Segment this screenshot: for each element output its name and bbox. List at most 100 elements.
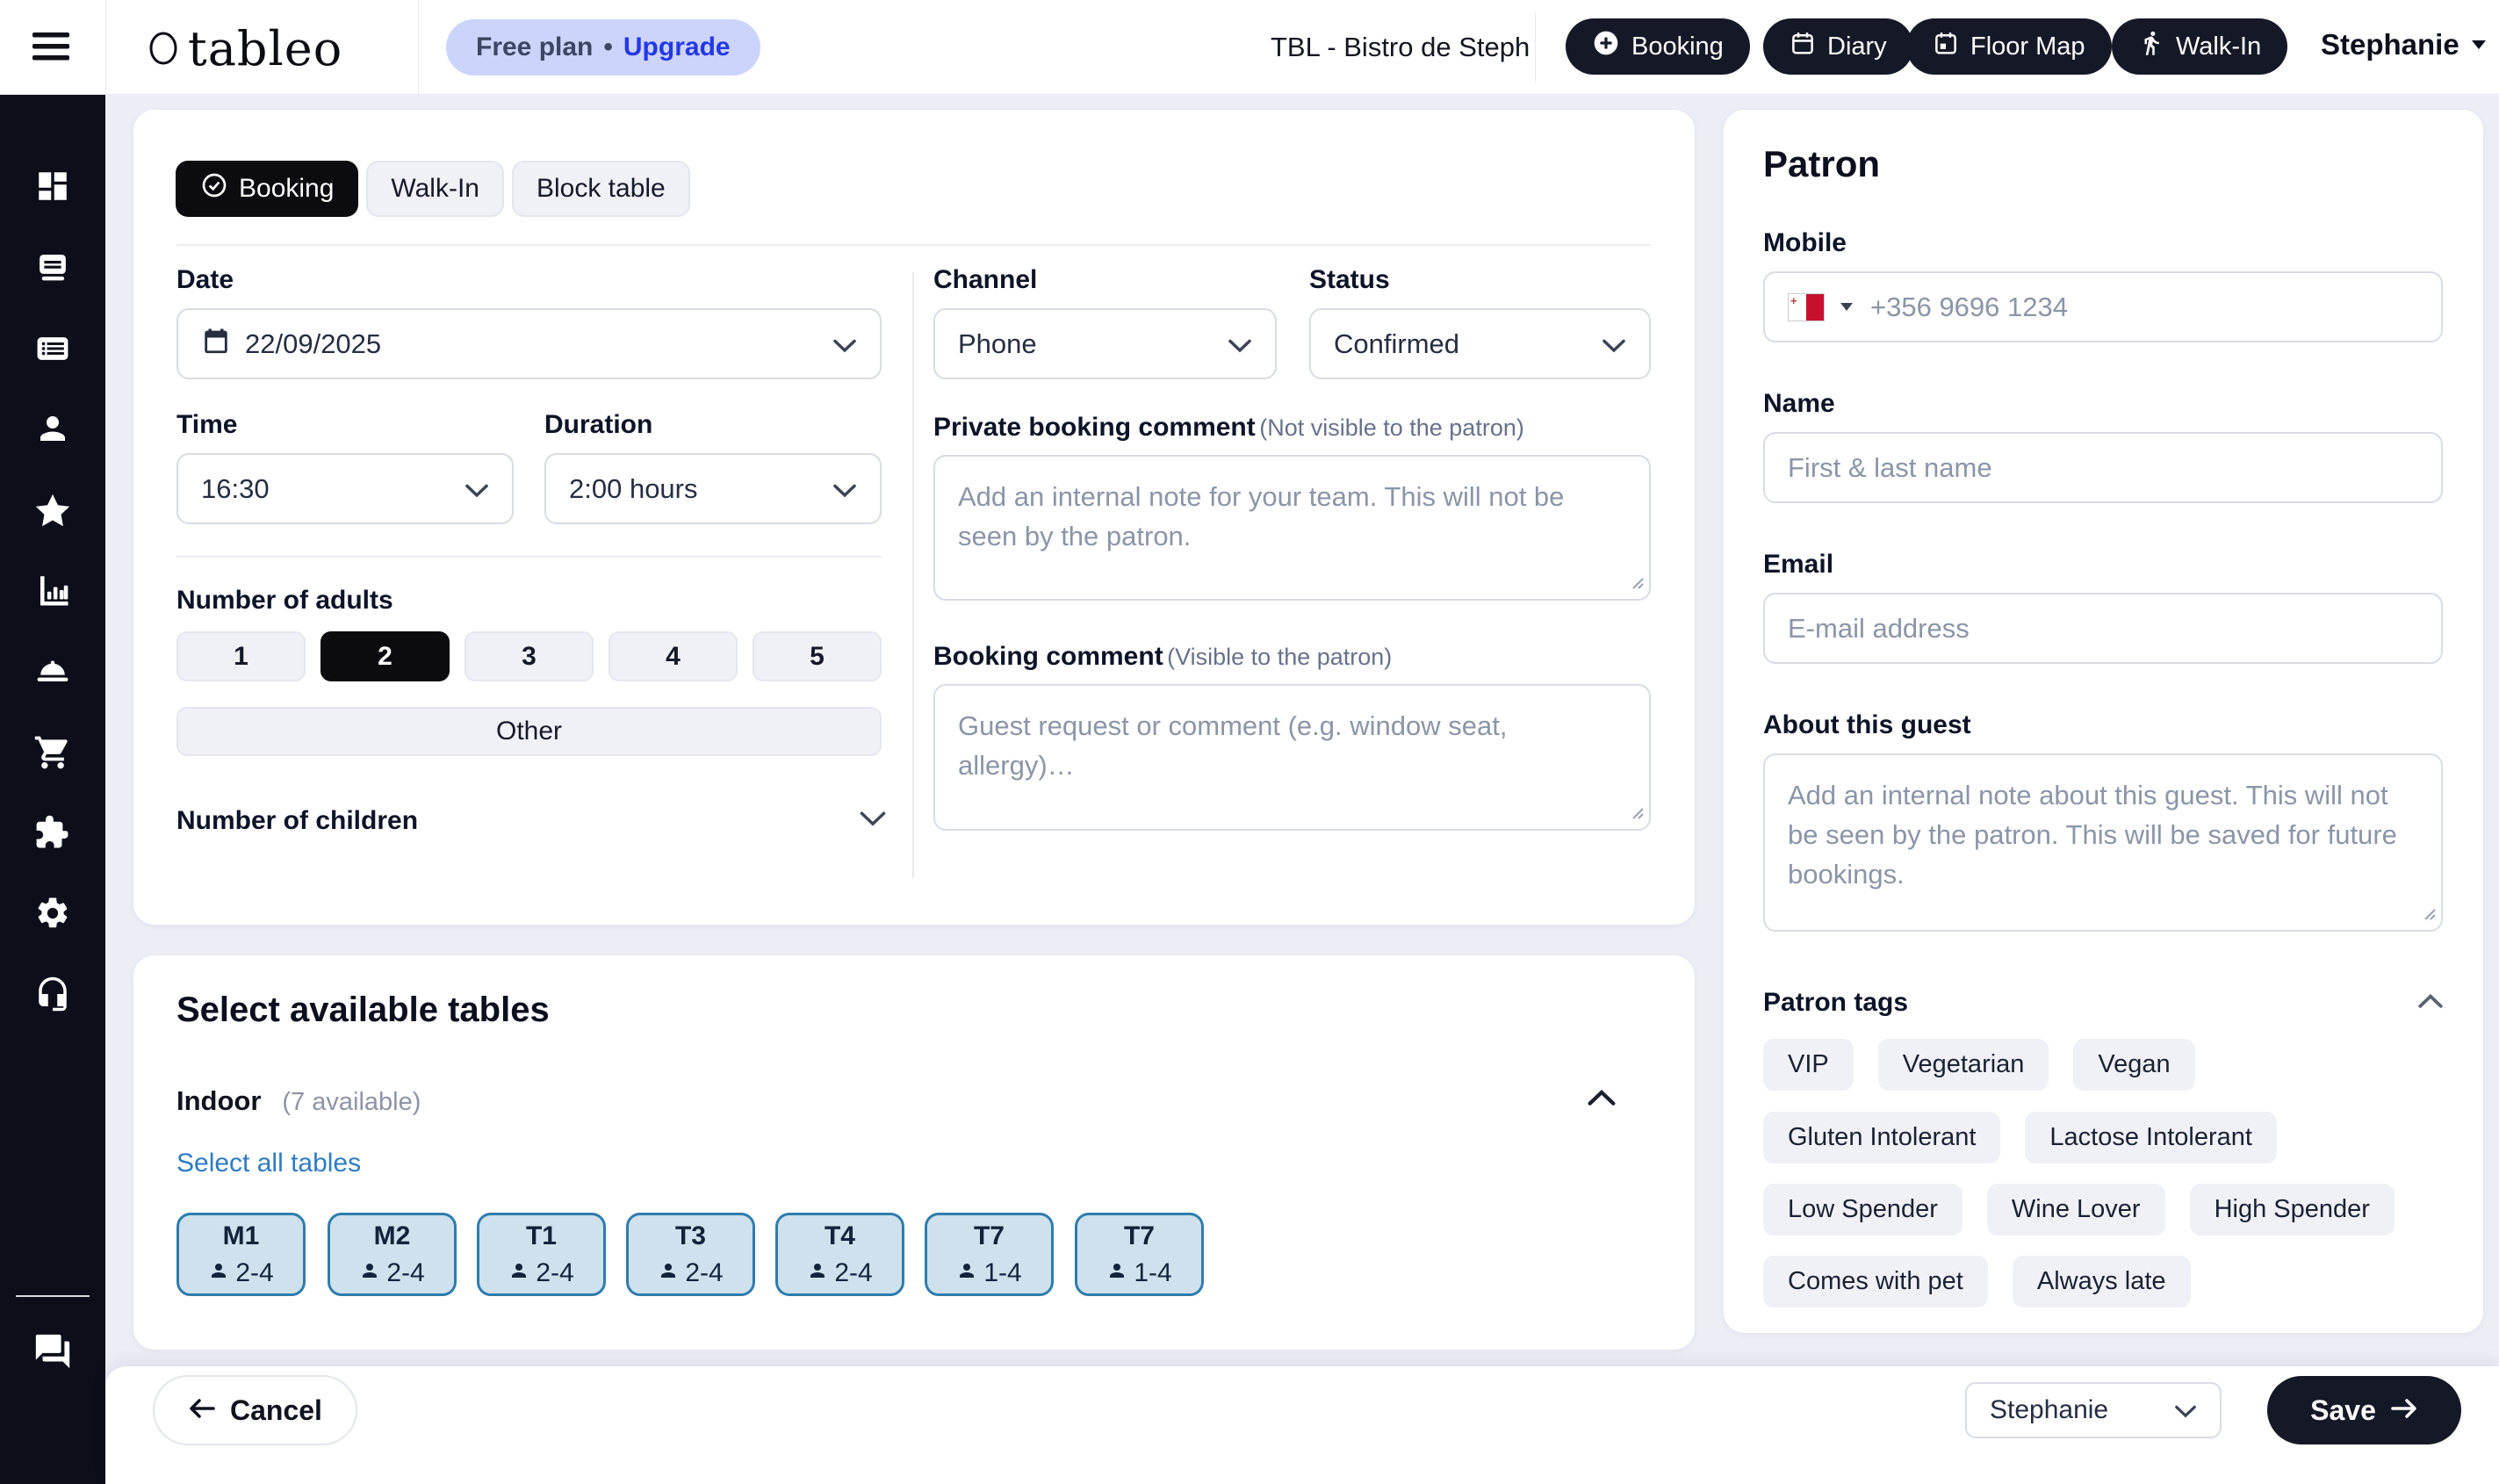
support-headset-icon[interactable] (34, 976, 71, 1017)
table-chip[interactable]: M2 2-4 (328, 1213, 457, 1296)
select-all-tables-link[interactable]: Select all tables (176, 1149, 362, 1178)
section-availability: (7 available) (282, 1088, 421, 1116)
booking-comment-textarea[interactable] (933, 684, 1651, 831)
private-comment-textarea[interactable] (933, 455, 1651, 601)
cancel-button[interactable]: Cancel (153, 1375, 357, 1445)
adults-options: 1 2 3 4 5 (133, 631, 1695, 681)
channel-select[interactable]: Phone (933, 308, 1277, 379)
patron-tag[interactable]: Low Spender (1763, 1184, 1962, 1235)
upgrade-link[interactable]: Upgrade (623, 32, 731, 61)
patron-tag[interactable]: High Spender (2189, 1184, 2395, 1235)
nav-floor-map-label: Floor Map (1970, 32, 2085, 61)
channel-label: Channel (933, 265, 1038, 294)
tab-walk-in-label: Walk-In (391, 174, 479, 203)
service-cloche-icon[interactable] (33, 652, 72, 695)
private-comment-hint: (Not visible to the patron) (1259, 414, 1524, 441)
children-expand-chevron-icon[interactable] (859, 810, 887, 832)
tab-walk-in[interactable]: Walk-In (366, 161, 504, 217)
table-chip[interactable]: T3 2-4 (626, 1213, 755, 1296)
user-menu[interactable]: Stephanie (2321, 28, 2486, 61)
mobile-input[interactable] (1869, 290, 2418, 324)
tab-block-table[interactable]: Block table (511, 161, 690, 217)
name-input[interactable] (1763, 432, 2443, 503)
tab-booking-label: Booking (239, 174, 335, 203)
tables-title: Select available tables (176, 991, 550, 1029)
table-capacity: 2-4 (536, 1257, 574, 1287)
table-capacity: 2-4 (386, 1257, 425, 1287)
host-select[interactable]: Stephanie (1965, 1382, 2222, 1438)
patron-tag[interactable]: Wine Lover (1986, 1184, 2165, 1235)
adults-option-5[interactable]: 5 (753, 631, 882, 681)
adults-option-4[interactable]: 4 (609, 631, 738, 681)
adults-option-4-label: 4 (666, 641, 681, 671)
resize-handle-icon[interactable] (1630, 575, 1644, 594)
patron-tag[interactable]: Comes with pet (1763, 1256, 1988, 1308)
chevron-down-icon (1228, 328, 1252, 360)
nav-walk-in-button[interactable]: Walk-In (2112, 18, 2288, 75)
table-chip[interactable]: T4 2-4 (775, 1213, 904, 1296)
shop-cart-icon[interactable] (33, 733, 72, 776)
nav-diary-button[interactable]: Diary (1763, 18, 1913, 75)
person-icon (359, 1258, 380, 1288)
adults-option-3[interactable]: 3 (465, 631, 594, 681)
app-logo[interactable]: tableo (148, 21, 342, 76)
status-select[interactable]: Confirmed (1309, 308, 1651, 379)
menu-list-icon[interactable] (33, 329, 72, 372)
person-icon (807, 1258, 828, 1288)
tags-collapse-chevron-icon[interactable] (2417, 993, 2444, 1013)
save-button[interactable]: Save (2267, 1376, 2461, 1444)
topbar: tableo Free plan • Upgrade TBL - Bistro … (0, 0, 2499, 95)
date-select[interactable]: 22/09/2025 (176, 308, 882, 379)
table-chip[interactable]: M1 2-4 (176, 1213, 306, 1296)
nav-floor-map-button[interactable]: Floor Map (1906, 18, 2112, 75)
sidebar (0, 0, 105, 1484)
patron-tag[interactable]: Vegetarian (1877, 1039, 2049, 1091)
table-name: T7 (973, 1221, 1005, 1250)
about-guest-textarea[interactable] (1763, 753, 2443, 932)
plan-badge[interactable]: Free plan • Upgrade (446, 19, 760, 76)
topbar-divider-logo (418, 0, 419, 94)
tables-section-header[interactable]: Indoor (7 available) (176, 1085, 421, 1117)
adults-other-label: Other (495, 717, 563, 746)
section-collapse-chevron-icon[interactable] (1587, 1089, 1617, 1111)
booking-type-tabs: Booking Walk-In Block table (176, 161, 690, 217)
patron-tag[interactable]: Lactose Intolerant (2025, 1112, 2277, 1163)
tab-booking[interactable]: Booking (176, 161, 359, 217)
chat-icon[interactable] (32, 1331, 73, 1376)
channel-value: Phone (958, 328, 1037, 359)
adults-option-2-label: 2 (378, 641, 392, 671)
patron-tag[interactable]: VIP (1763, 1039, 1854, 1091)
table-chip[interactable]: T1 2-4 (477, 1213, 606, 1296)
nav-walk-in-label: Walk-In (2176, 32, 2262, 61)
time-select[interactable]: 16:30 (176, 453, 514, 524)
hamburger-menu-icon[interactable] (32, 32, 69, 65)
person-icon (956, 1258, 977, 1288)
settings-gear-icon[interactable] (34, 895, 71, 936)
patron-tag[interactable]: Vegan (2073, 1039, 2195, 1091)
adults-option-2-selected[interactable]: 2 (320, 631, 450, 681)
resize-handle-icon[interactable] (1630, 805, 1644, 824)
table-name: T1 (525, 1221, 557, 1250)
adults-label: Number of adults (176, 586, 393, 615)
duration-select[interactable]: 2:00 hours (544, 453, 882, 524)
dashboard-icon[interactable] (34, 168, 71, 209)
guests-icon[interactable] (34, 410, 71, 451)
integrations-puzzle-icon[interactable] (34, 814, 71, 855)
reviews-star-icon[interactable] (32, 491, 73, 536)
calendar-icon (1790, 30, 1816, 63)
adults-option-1[interactable]: 1 (176, 631, 306, 681)
table-name: T7 (1123, 1221, 1155, 1250)
footer-bar: Cancel Stephanie Save (105, 1366, 2499, 1484)
table-chip[interactable]: T7 1-4 (925, 1213, 1054, 1296)
nav-booking-button[interactable]: Booking (1566, 18, 1750, 75)
adults-other-button[interactable]: Other (176, 707, 882, 756)
email-input[interactable] (1763, 593, 2443, 664)
reports-chart-icon[interactable] (34, 572, 71, 613)
reservations-book-icon[interactable] (34, 249, 71, 290)
patron-tag[interactable]: Gluten Intolerant (1763, 1112, 2001, 1163)
patron-tag[interactable]: Always late (2012, 1256, 2191, 1308)
malta-flag-icon[interactable]: + (1788, 292, 1825, 321)
table-chip[interactable]: T7 1-4 (1075, 1213, 1204, 1296)
dial-code-caret-icon[interactable] (1840, 303, 1853, 311)
resize-handle-icon[interactable] (2422, 906, 2436, 925)
